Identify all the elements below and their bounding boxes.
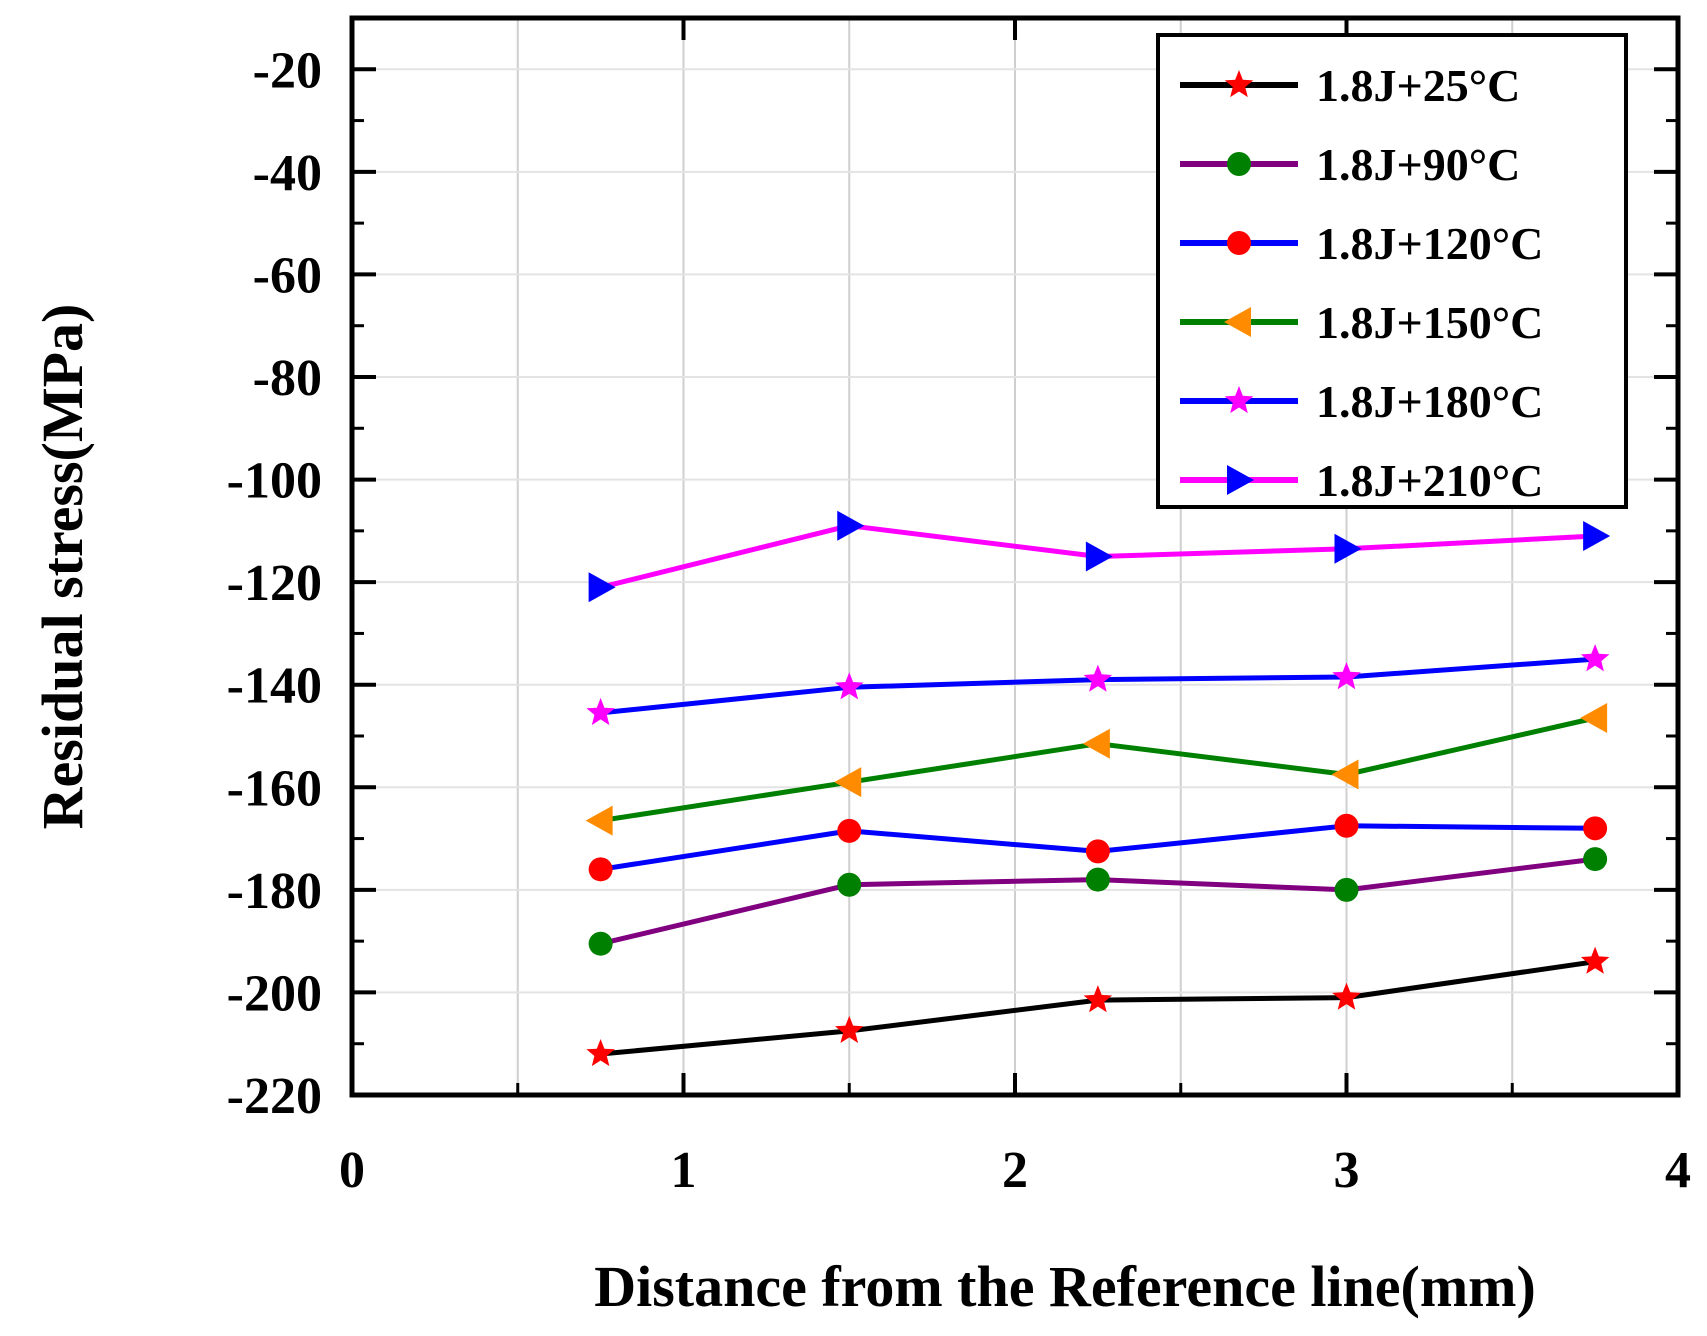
data-point — [835, 672, 864, 700]
x-tick-label: 2 — [1002, 1142, 1028, 1199]
data-point — [1583, 520, 1611, 551]
legend-marker — [1224, 386, 1254, 414]
data-point — [1082, 728, 1110, 759]
legend: 1.8J+25°C 1.8J+90°C 1.8J+120°C 1.8J+150°C 1.… — [1156, 33, 1628, 509]
x-tick-label: 1 — [671, 1142, 697, 1199]
legend-label: 1.8J+120°C — [1316, 218, 1543, 269]
data-point — [588, 931, 613, 956]
data-point — [1334, 877, 1359, 902]
y-axis-title: Residual stress(MPa) — [30, 304, 95, 830]
legend-label: 1.8J+180°C — [1316, 376, 1543, 427]
data-point — [1083, 664, 1113, 692]
data-point — [588, 572, 616, 603]
legend-entry: 1.8J+210°C — [1180, 455, 1543, 506]
legend-marker — [1227, 465, 1254, 495]
legend-entry: 1.8J+180°C — [1180, 376, 1543, 427]
y-tick-label: -140 — [227, 658, 322, 715]
legend-box — [1156, 33, 1628, 509]
x-tick-label: 3 — [1334, 1142, 1360, 1199]
legend-marker — [1224, 307, 1251, 337]
axis-ticks: 0 1 2 3 4 -20 -40 -60 -80 -100 -120 -140 -160 -180 -20… — [227, 18, 1691, 1199]
data-point — [1580, 946, 1610, 974]
y-tick-label: -20 — [253, 42, 322, 99]
data-point — [1334, 813, 1359, 838]
x-tick-label: 0 — [339, 1142, 365, 1199]
y-tick-label: -160 — [227, 760, 322, 817]
data-point — [586, 1039, 615, 1067]
y-tick-label: -100 — [227, 453, 322, 510]
data-point — [586, 697, 615, 726]
legend-label: 1.8J+150°C — [1316, 297, 1543, 348]
series-group — [585, 510, 1611, 1067]
x-tick-label: 4 — [1665, 1142, 1691, 1199]
data-point — [837, 818, 862, 843]
data-point — [837, 872, 862, 897]
data-point — [1085, 839, 1110, 864]
data-point — [1583, 816, 1608, 841]
legend-marker — [1224, 70, 1254, 98]
series-line — [600, 715, 1596, 824]
series-1-8j-150-c — [585, 703, 1608, 836]
data-point — [1085, 867, 1110, 892]
y-tick-label: -80 — [253, 350, 322, 407]
legend-label: 1.8J+210°C — [1316, 455, 1543, 506]
series-line — [600, 959, 1596, 1057]
data-point — [1334, 533, 1362, 564]
x-axis-title: Distance from the Reference line(mm) — [594, 1254, 1536, 1319]
series-1-8j-25-c — [586, 946, 1610, 1067]
data-point — [1580, 644, 1610, 672]
legend-label: 1.8J+90°C — [1316, 139, 1520, 190]
data-point — [588, 857, 613, 882]
data-point — [1083, 985, 1113, 1013]
legend-marker — [1227, 231, 1251, 255]
data-point — [1580, 703, 1608, 734]
series-1-8j-90-c — [588, 847, 1608, 956]
data-point — [834, 767, 862, 798]
legend-entry: 1.8J+25°C — [1180, 60, 1520, 111]
y-tick-label: -120 — [227, 555, 322, 612]
legend-entry: 1.8J+120°C — [1180, 218, 1543, 269]
y-tick-label: -200 — [227, 965, 322, 1022]
series-1-8j-180-c — [586, 644, 1610, 726]
legend-label: 1.8J+25°C — [1316, 60, 1520, 111]
data-point — [1332, 982, 1361, 1010]
series-1-8j-210-c — [588, 510, 1611, 603]
y-tick-label: -220 — [227, 1068, 322, 1125]
data-point — [1332, 662, 1361, 690]
y-tick-label: -180 — [227, 863, 322, 920]
legend-marker — [1227, 152, 1251, 176]
data-point — [1583, 847, 1608, 872]
data-point — [1085, 541, 1113, 572]
legend-entry: 1.8J+150°C — [1180, 297, 1543, 348]
data-point — [835, 1015, 864, 1043]
data-point — [837, 510, 865, 541]
legend-entry: 1.8J+90°C — [1180, 139, 1520, 190]
y-tick-label: -40 — [253, 145, 322, 202]
series-1-8j-120-c — [588, 813, 1608, 882]
y-tick-label: -60 — [253, 247, 322, 304]
data-point — [1331, 759, 1359, 790]
data-point — [585, 805, 613, 836]
